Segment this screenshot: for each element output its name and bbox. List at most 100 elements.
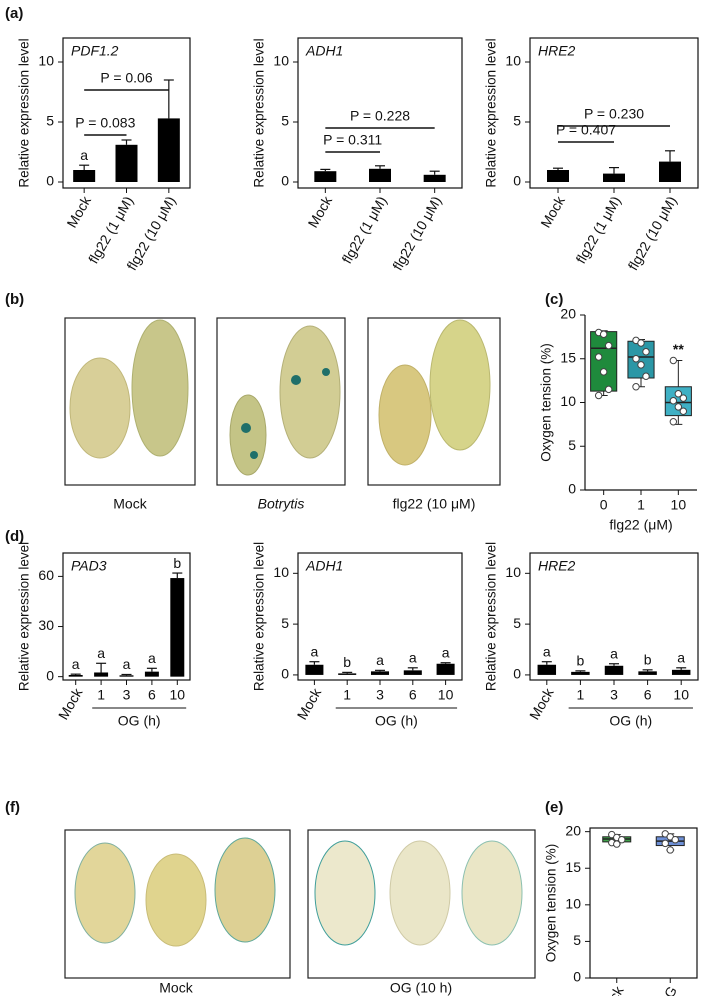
x-axis-label: OG (h) (118, 713, 161, 729)
data-point (671, 836, 679, 844)
x-tick-label: 0 (600, 497, 608, 513)
chart-title: HRE2 (538, 43, 576, 59)
y-tick-label: 10 (565, 896, 581, 912)
x-tick-label: 1 (577, 687, 585, 703)
bar (436, 663, 455, 675)
image-caption: Mock (159, 980, 193, 996)
leaf (389, 840, 451, 946)
lesion (291, 375, 301, 385)
bar (369, 168, 391, 182)
x-tick-label: 6 (148, 687, 156, 703)
x-tick-label: 1 (343, 687, 351, 703)
x-tick-label: Mock (596, 982, 627, 996)
y-tick-label: 60 (38, 567, 54, 583)
x-tick-label: Mock (305, 192, 336, 230)
y-tick-label: 15 (565, 859, 581, 875)
y-tick-label: 0 (46, 667, 54, 683)
bar (370, 671, 390, 675)
significance-mark: ** (673, 341, 684, 357)
y-tick-label: 5 (281, 615, 289, 631)
leaf (461, 840, 523, 946)
y-tick-label: 20 (565, 822, 581, 838)
chart-title: ADH1 (305, 43, 343, 59)
bar (571, 671, 590, 675)
data-point (666, 846, 674, 854)
y-tick-label: 10 (273, 53, 289, 69)
image-caption: OG (10 h) (390, 980, 452, 996)
leaf (69, 357, 131, 459)
y-axis-label: Relative expression level (252, 542, 267, 691)
bar (537, 664, 557, 675)
panel-label: (f) (5, 799, 20, 816)
data-point (632, 355, 640, 363)
bar (157, 118, 180, 182)
leaf (279, 325, 341, 459)
bar (338, 673, 357, 675)
leaf (229, 394, 267, 476)
bar (671, 669, 691, 675)
data-point (674, 403, 683, 411)
data-point (637, 361, 645, 369)
p-value: P = 0.311 (323, 132, 382, 148)
image-caption: flg22 (10 μM) (393, 496, 476, 512)
x-tick-label: Mock (537, 192, 568, 230)
y-axis-label: Oxygen tension (%) (544, 844, 559, 963)
significance-letter: a (610, 645, 618, 661)
significance-letter: a (97, 645, 105, 661)
significance-letter: a (72, 656, 80, 672)
bar (403, 670, 422, 675)
lesion (250, 451, 258, 459)
data-point (679, 407, 688, 415)
image-panel-b: (b) Mock Botrytis flg22 (10 μM) (5, 291, 501, 512)
bar (603, 173, 625, 182)
panel-label: (a) (5, 5, 23, 22)
bar (659, 161, 681, 182)
x-tick-label: 6 (644, 687, 652, 703)
y-tick-label: 30 (38, 617, 54, 633)
data-point (637, 339, 645, 347)
data-point (679, 394, 688, 402)
bar (170, 578, 185, 677)
data-point (669, 356, 678, 365)
x-tick-label: 10 (438, 687, 454, 703)
y-tick-label: 10 (505, 53, 521, 69)
bar (305, 664, 324, 675)
bar (119, 675, 134, 677)
y-tick-label: 10 (38, 53, 54, 69)
panel-label: (c) (545, 291, 563, 308)
leaf (429, 319, 491, 451)
x-tick-label: OG (655, 983, 680, 996)
x-tick-label: flg22 (10 μM) (625, 193, 680, 273)
x-tick-label: 1 (637, 497, 645, 513)
y-tick-label: 0 (513, 173, 521, 189)
box (590, 331, 618, 392)
x-tick-label: 3 (376, 687, 384, 703)
image-panel-f: (f) Mock OG (10 h) (5, 799, 536, 996)
x-tick-label: flg22 (1 μM) (572, 193, 623, 266)
x-tick-label: 10 (671, 497, 687, 513)
p-value: P = 0.06 (100, 70, 153, 86)
bar (604, 665, 624, 675)
significance-letter: a (376, 652, 384, 668)
y-tick-label: 5 (573, 932, 581, 948)
y-axis-label: Relative expression level (17, 542, 32, 691)
y-tick-label: 0 (513, 666, 521, 682)
y-tick-label: 5 (281, 113, 289, 129)
significance-letter: a (543, 643, 551, 659)
data-point (594, 353, 603, 361)
significance-letter: b (173, 555, 181, 571)
x-axis-label: OG (h) (609, 713, 652, 729)
x-tick-label: 10 (673, 687, 689, 703)
significance-letter: a (123, 656, 131, 672)
x-tick-label: Mock (294, 684, 325, 722)
significance-letter: a (148, 650, 156, 666)
x-tick-label: flg22 (1 μM) (338, 193, 389, 266)
x-tick-label: flg22 (10 μM) (389, 193, 444, 273)
chart-title: PDF1.2 (71, 43, 119, 59)
y-tick-label: 0 (281, 666, 289, 682)
y-axis-label: Relative expression level (484, 38, 499, 187)
leaf (314, 840, 376, 946)
data-point (594, 391, 603, 400)
y-tick-label: 0 (568, 481, 576, 497)
